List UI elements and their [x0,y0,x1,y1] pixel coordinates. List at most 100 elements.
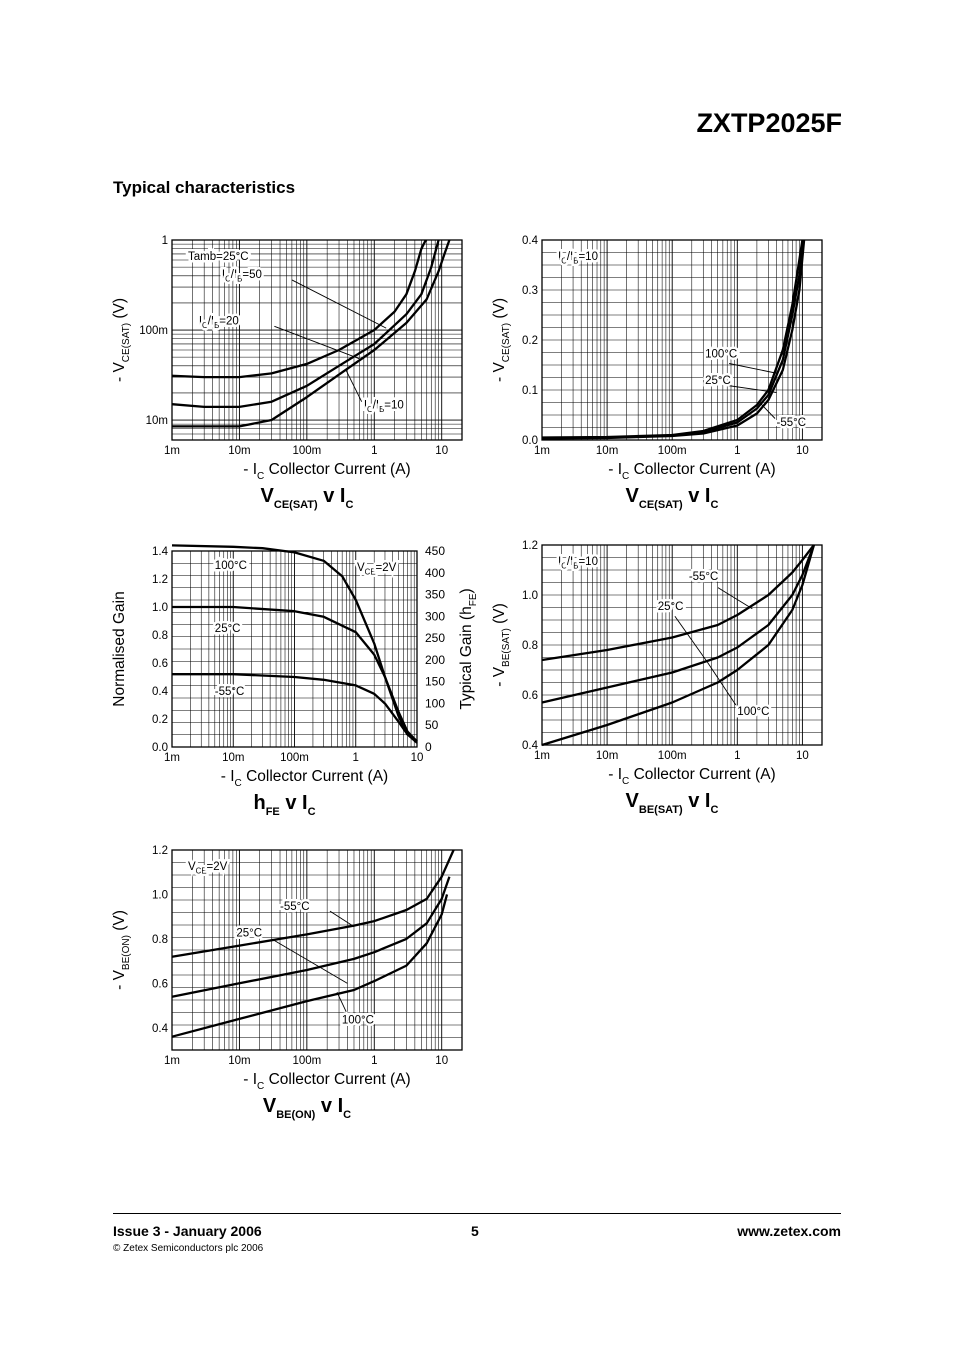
condition-label: VCE=2V [188,861,228,876]
condition-label: Tamb=25°C [188,251,249,263]
chart-caption: hFE v IC [253,792,315,818]
annotation-label: 25°C [236,928,262,940]
annotation-label: -55°C [280,901,310,913]
x-axis-label: - IC Collector Current (A) [243,461,410,482]
series-line [541,239,806,440]
annotation-leader [759,402,776,419]
annotation-label: 100°C [342,1014,374,1026]
x-tick-label: 10m [596,750,618,762]
y-axis-label: Normalised Gain [111,591,128,706]
footer-website: www.zetex.com [737,1223,841,1239]
chart-vcesat-linear: 1m 10m 100m 1 10 0.0 0.1 0.2 0.3 0.4 100°C 25°C -55°… [491,235,823,511]
series-line [172,673,418,743]
annotation-leader [707,662,737,706]
series-line [541,544,815,704]
annotation-label: 100°C [215,560,247,572]
footer-copyright: © Zetex Semiconductors plc 2006 [113,1243,264,1254]
x-tick-label: 10m [228,1055,250,1067]
y2-tick-label: 300 [425,609,445,623]
series-line [171,239,427,379]
condition-label: VCE=2V [357,562,397,577]
x-tick-label: 1 [353,752,359,764]
x-tick-label: 1m [164,1055,180,1067]
section-title: Typical characteristics [113,178,296,197]
annotation-leader [345,369,363,402]
x-tick-label: 10 [435,1055,448,1067]
y-tick-label: 0.1 [522,385,538,397]
x-axis-label: - IC Collector Current (A) [608,461,775,482]
plot-frame [171,550,418,748]
x-tick-label: 100m [658,445,687,457]
annotation-label: 100°C [705,349,737,361]
x-tick-label: 1m [164,445,180,457]
x-tick-label: 10 [796,445,809,457]
x-axis-label: - IC Collector Current (A) [221,768,388,789]
annotation-label: IC/IB=10 [364,399,404,414]
y-tick-label: 0.6 [152,978,168,990]
chart-vcesat-log: 1m 10m 100m 1 10 10m 100m 1 IC/IB=50 IC/IB=20 IC/I… [111,235,463,511]
y2-tick-label: 0 [425,740,432,754]
annotation-label: 25°C [215,623,241,635]
x-tick-label: 1 [371,1055,377,1067]
y-tick-label: 100m [139,325,168,337]
y2-tick-label: 200 [425,653,445,667]
x-tick-label: 10 [435,445,448,457]
footer-divider [113,1213,841,1214]
series-line [172,239,451,428]
x-tick-label: 10m [596,445,618,457]
chart-hfe: 1m 10m 100m 1 10 0.0 0.2 0.4 0.6 0.8 1.0 1.2 1.4 0 50 1… [111,544,479,818]
x-axis-label: - IC Collector Current (A) [243,1071,410,1092]
annotation-leader [274,325,360,360]
condition-label: IC/IB=10 [558,556,598,571]
y-tick-label: 1.2 [152,845,168,857]
y-tick-label: 0.2 [522,335,538,347]
annotation-leader [329,910,355,928]
x-tick-label: 10m [222,752,244,764]
y-tick-label: 0.4 [522,740,539,752]
series-line [171,894,449,1038]
y-tick-label: 0.0 [152,742,168,754]
annotation-label: 25°C [705,375,731,387]
y2-tick-label: 250 [425,631,445,645]
y-tick-label: 1.2 [522,540,538,552]
y-tick-label: 1.2 [152,574,168,586]
x-tick-label: 1 [734,445,740,457]
x-tick-label: 100m [658,750,687,762]
plot-grid [171,550,418,748]
chart-vbeon: 1m 10m 100m 1 10 0.4 0.6 0.8 1.0 1.2 -55°C 25°C 100°… [111,845,463,1121]
y2-tick-label: 100 [425,696,445,710]
plot-frame [171,849,463,1051]
annotation-label: -55°C [689,571,719,583]
x-tick-label: 1m [534,750,550,762]
y-tick-label: 0.8 [152,630,168,642]
y-tick-label: 10m [146,415,168,427]
part-number: ZXTP2025F [696,108,842,138]
plot-frame [541,239,823,441]
chart-caption: VCE(SAT) v IC [626,485,719,511]
y-tick-label: 0.8 [522,640,538,652]
x-tick-label: 1m [164,752,180,764]
footer-issue: Issue 3 - January 2006 [113,1223,262,1239]
annotation-leader [717,587,753,610]
x-tick-label: 1m [534,445,550,457]
y-axis-label: - VBE(SAT) (V) [491,603,512,687]
series-line [171,876,451,998]
y-axis-label: - VCE(SAT) (V) [111,298,132,382]
y2-axis-label: Typical Gain (hFE) [458,588,479,709]
plot-grid [541,239,823,441]
y-axis-label: - VCE(SAT) (V) [491,298,512,382]
y-tick-label: 1.0 [522,590,538,602]
y-tick-label: 0.0 [522,435,538,447]
chart-caption: VBE(ON) v IC [263,1095,351,1121]
series-line [171,849,455,958]
y-tick-label: 0.6 [522,690,538,702]
annotation-leader [674,615,708,663]
x-tick-label: 10 [411,752,424,764]
annotation-label: 25°C [658,601,684,613]
annotation-leader [724,384,777,393]
series-line [172,605,418,743]
series-line [541,544,816,747]
annotation-leader [336,992,348,1015]
annotation-leader [291,279,387,329]
footer-page-number: 5 [471,1223,479,1239]
